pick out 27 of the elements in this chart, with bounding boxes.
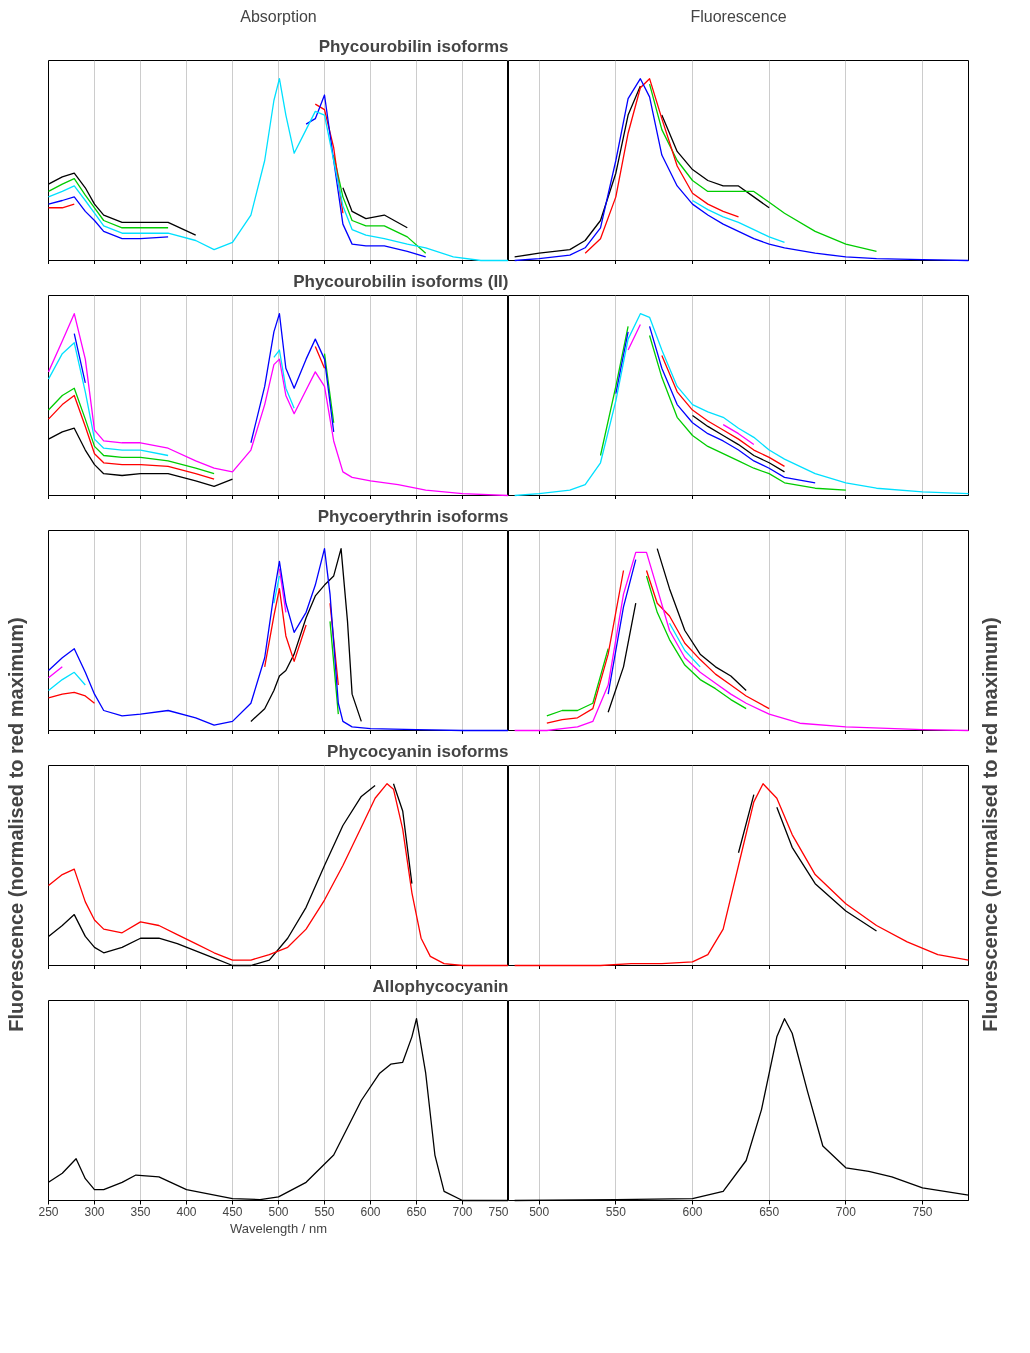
x-tick-label: 350 <box>130 1204 151 1219</box>
x-tick-label: 450 <box>222 1204 243 1219</box>
x-tick-label: 650 <box>759 1204 780 1219</box>
y-axis-title: Fluorescence (normalised to red maximum) <box>4 617 27 1032</box>
chart-subtitle: Phycoerythrin isoforms <box>317 506 509 526</box>
chart-subtitle: Phycocyanin isoforms <box>327 741 509 761</box>
x-tick-label: 700 <box>452 1204 473 1219</box>
x-tick-label: 250 <box>38 1204 59 1219</box>
chart-title: Absorption <box>240 7 317 25</box>
x-tick-label: 650 <box>406 1204 427 1219</box>
chart-subtitle: Phycourobilin isoforms <box>318 36 509 56</box>
chart-title: Fluorescence <box>690 7 787 25</box>
x-tick-label: 500 <box>268 1204 289 1219</box>
x-tick-label: 400 <box>176 1204 197 1219</box>
x-axis-title: Wavelength / nm <box>229 1220 328 1236</box>
y2-axis-title: Fluorescence (normalised to red maximum) <box>978 617 1001 1032</box>
x-tick-label: 750 <box>488 1204 509 1219</box>
x-tick-label: 550 <box>314 1204 335 1219</box>
x-tick-label: 500 <box>529 1204 550 1219</box>
x-tick-label: 600 <box>360 1204 381 1219</box>
x-tick-label: 550 <box>605 1204 627 1219</box>
chart-subtitle: Phycourobilin isoforms (II) <box>293 271 509 291</box>
x-tick-label: 600 <box>682 1204 703 1219</box>
chart-subtitle: Allophycocyanin <box>372 976 509 996</box>
x-tick-label: 300 <box>84 1204 105 1219</box>
x-tick-label: 700 <box>835 1204 857 1219</box>
x-tick-label: 750 <box>912 1204 933 1219</box>
